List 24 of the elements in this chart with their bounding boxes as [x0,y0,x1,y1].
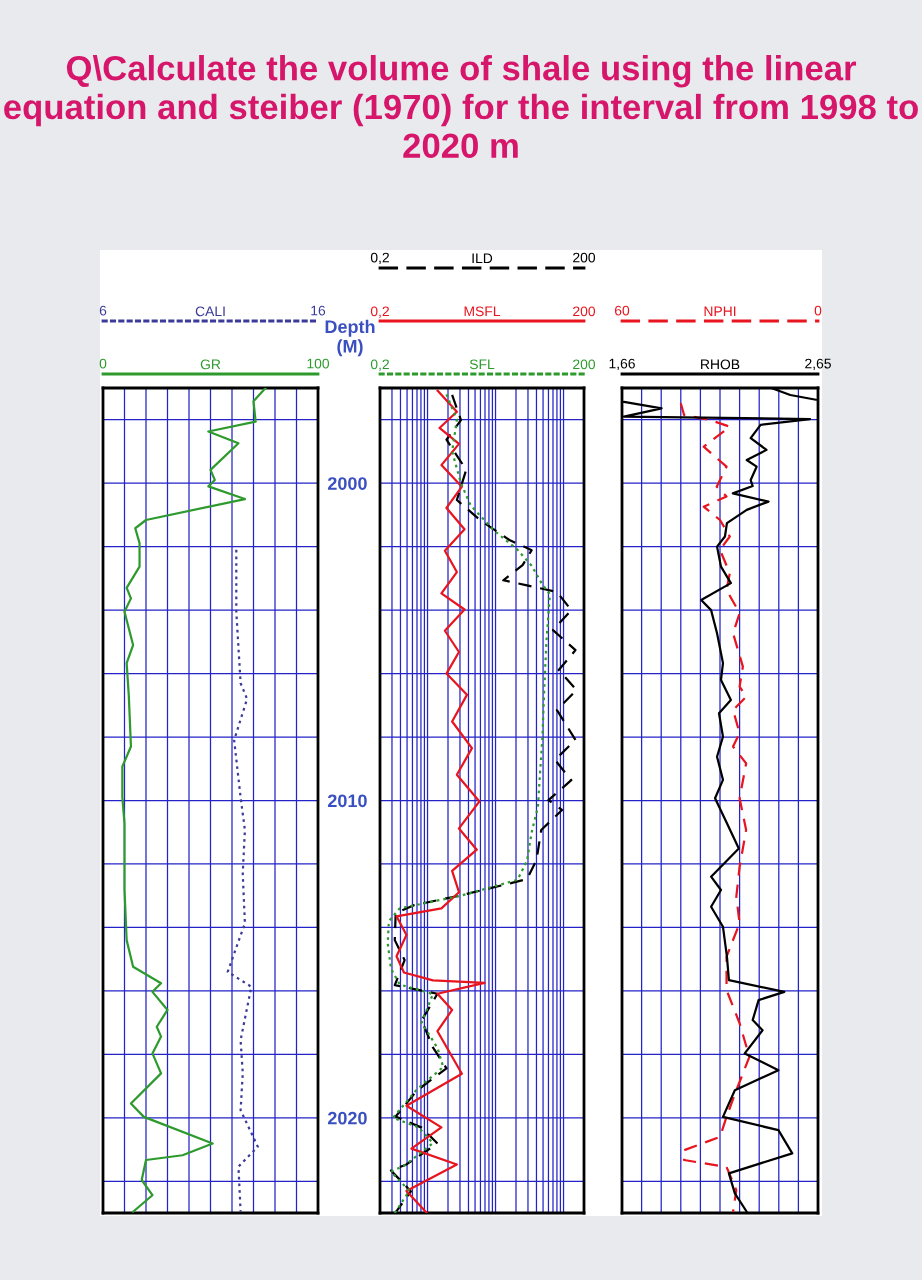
x-tick-label: 0 [99,358,107,369]
x-tick-label: 200 [573,359,596,370]
text: CALI [195,306,225,317]
text: GR [200,359,221,370]
text: ILD [472,253,493,264]
x-tick-label: 0,2 [370,359,389,371]
x-tick-label: 60 [614,305,630,316]
text: 0,2 [370,252,389,265]
text: Q\Calculate the volume of shale using the linear equation and steiber (1970) for the interval from 1998 to 2020 m [4,55,918,158]
y-tick-label: 2000 [327,477,367,490]
x2-tick-label: 16 [311,305,326,316]
x2-tick-label: 1,66 [609,358,635,371]
text: 200 [573,252,596,263]
y-tick-label: 2010 [327,794,367,808]
x-tick-label: 0 [814,305,822,316]
y-axis-title: Depth (M) [325,319,375,357]
text: SFL [469,359,495,370]
text: NPHI [704,306,736,317]
x2-tick-label: 6 [99,305,107,316]
x2-tick-label: 2,65 [805,358,831,371]
text: RHOB [701,359,740,370]
x-tick-label: 100 [307,358,330,369]
text: MSFL [464,306,501,317]
y-tick-label: 2020 [327,1111,367,1125]
